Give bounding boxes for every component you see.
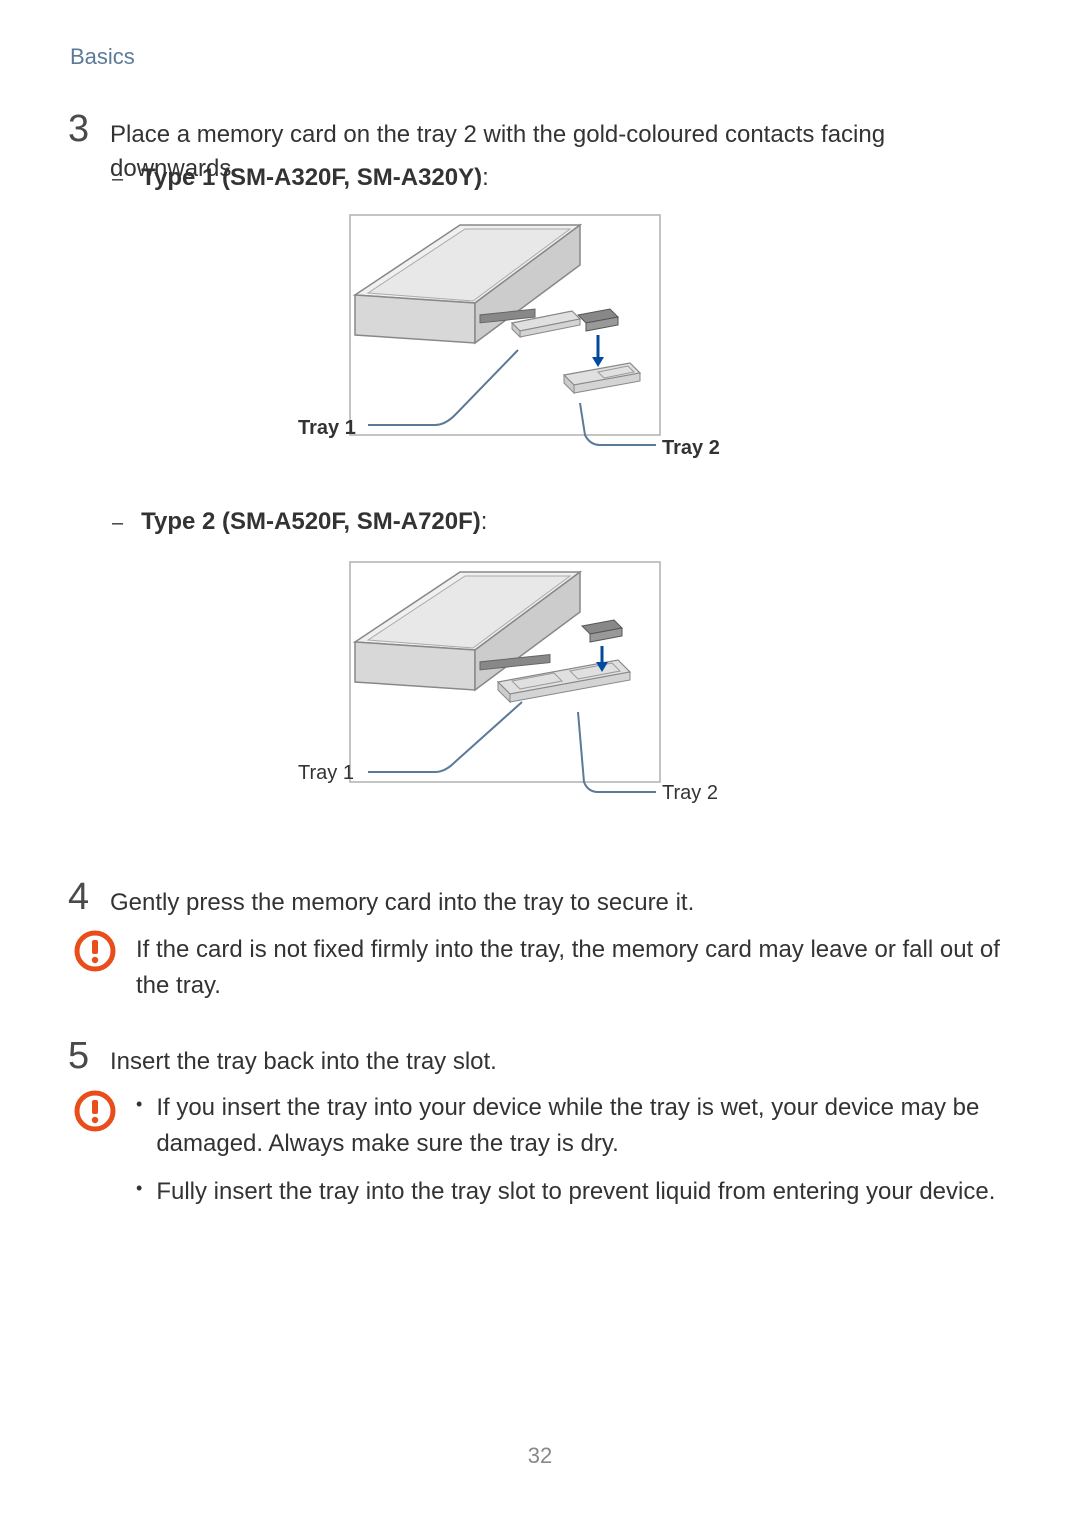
section-header: Basics bbox=[70, 44, 135, 70]
step-4: 4 Gently press the memory card into the … bbox=[68, 876, 1008, 920]
caution-2-bullet-1: • If you insert the tray into your devic… bbox=[136, 1090, 1004, 1162]
bullet-dot: • bbox=[136, 1090, 142, 1115]
diagram2-tray1-label: Tray 1 bbox=[298, 762, 354, 785]
caution-icon-2 bbox=[74, 1090, 116, 1132]
caution-2: • If you insert the tray into your devic… bbox=[74, 1090, 1004, 1222]
diagram1-tray2-label: Tray 2 bbox=[662, 437, 720, 460]
subtype-dash: – bbox=[112, 168, 123, 191]
diagram2-tray2-label: Tray 2 bbox=[662, 782, 718, 805]
caution-2-bullet-2: • Fully insert the tray into the tray sl… bbox=[136, 1174, 1004, 1210]
page-number: 32 bbox=[0, 1443, 1080, 1469]
bullet-text-1: If you insert the tray into your device … bbox=[156, 1090, 1004, 1162]
subtype-2-label: Type 2 (SM-A520F, SM-A720F) bbox=[141, 508, 481, 535]
bullet-dot: • bbox=[136, 1174, 142, 1199]
subtype-1-label: Type 1 (SM-A320F, SM-A320Y) bbox=[141, 164, 482, 191]
caution-1: If the card is not fixed firmly into the… bbox=[74, 930, 1004, 1004]
subtype-dash-2: – bbox=[112, 512, 123, 535]
diagram-type2: Tray 1 Tray 2 bbox=[260, 552, 820, 825]
step-number-5: 5 bbox=[68, 1035, 110, 1078]
subtype-2: – Type 2 (SM-A520F, SM-A720F): bbox=[112, 508, 487, 536]
step-number-4: 4 bbox=[68, 876, 110, 919]
diagram1-tray1-label: Tray 1 bbox=[298, 417, 356, 440]
subtype-1: – Type 1 (SM-A320F, SM-A320Y): bbox=[112, 164, 489, 192]
caution-icon bbox=[74, 930, 116, 972]
step-text-5: Insert the tray back into the tray slot. bbox=[110, 1035, 497, 1079]
subtype-1-colon: : bbox=[482, 164, 489, 191]
subtype-2-colon: : bbox=[481, 508, 488, 535]
step-text-4: Gently press the memory card into the tr… bbox=[110, 876, 694, 920]
step-number-3: 3 bbox=[68, 108, 110, 151]
diagram-type1: Tray 1 Tray 2 bbox=[260, 205, 820, 478]
step-5: 5 Insert the tray back into the tray slo… bbox=[68, 1035, 1008, 1079]
bullet-text-2: Fully insert the tray into the tray slot… bbox=[156, 1174, 995, 1210]
caution-1-text: If the card is not fixed firmly into the… bbox=[136, 930, 1004, 1004]
